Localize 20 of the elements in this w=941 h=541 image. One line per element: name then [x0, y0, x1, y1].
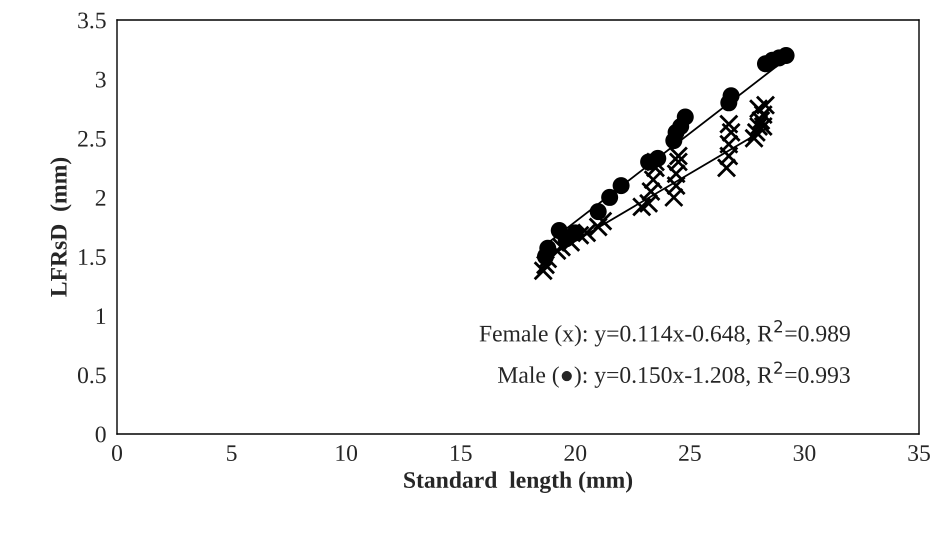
x-tick-label: 0: [112, 445, 122, 462]
x-tick-label: 10: [336, 445, 358, 462]
y-tick-label: 2.5: [78, 130, 106, 147]
x-tick-label: 20: [564, 445, 586, 462]
x-tick-label: 5: [227, 445, 237, 462]
x-tick-label: 30: [794, 445, 816, 462]
y-tick-label: 1: [96, 308, 106, 324]
annotation: Male (●): y=0.150x-1.208, R$^{2}$=0.993: [498, 361, 850, 388]
y-tick-label: 0.5: [78, 367, 106, 384]
x-tick-label: 35: [908, 445, 930, 462]
x-axis-title: Standard length (mm): [404, 471, 632, 493]
y-tick-label: 0: [96, 426, 106, 442]
x-tick-label: 15: [450, 445, 472, 462]
annotation: Female (x): y=0.114x-0.648, R$^{2}$=0.989: [480, 320, 850, 346]
y-tick-label: 2: [96, 190, 106, 206]
x-tick-label: 25: [679, 445, 701, 462]
y-axis-title: LFRsD (mm): [50, 158, 72, 297]
y-tick-label: 3: [96, 72, 106, 88]
y-tick-label: 1.5: [79, 249, 106, 266]
y-tick-label: 3.5: [78, 12, 106, 29]
